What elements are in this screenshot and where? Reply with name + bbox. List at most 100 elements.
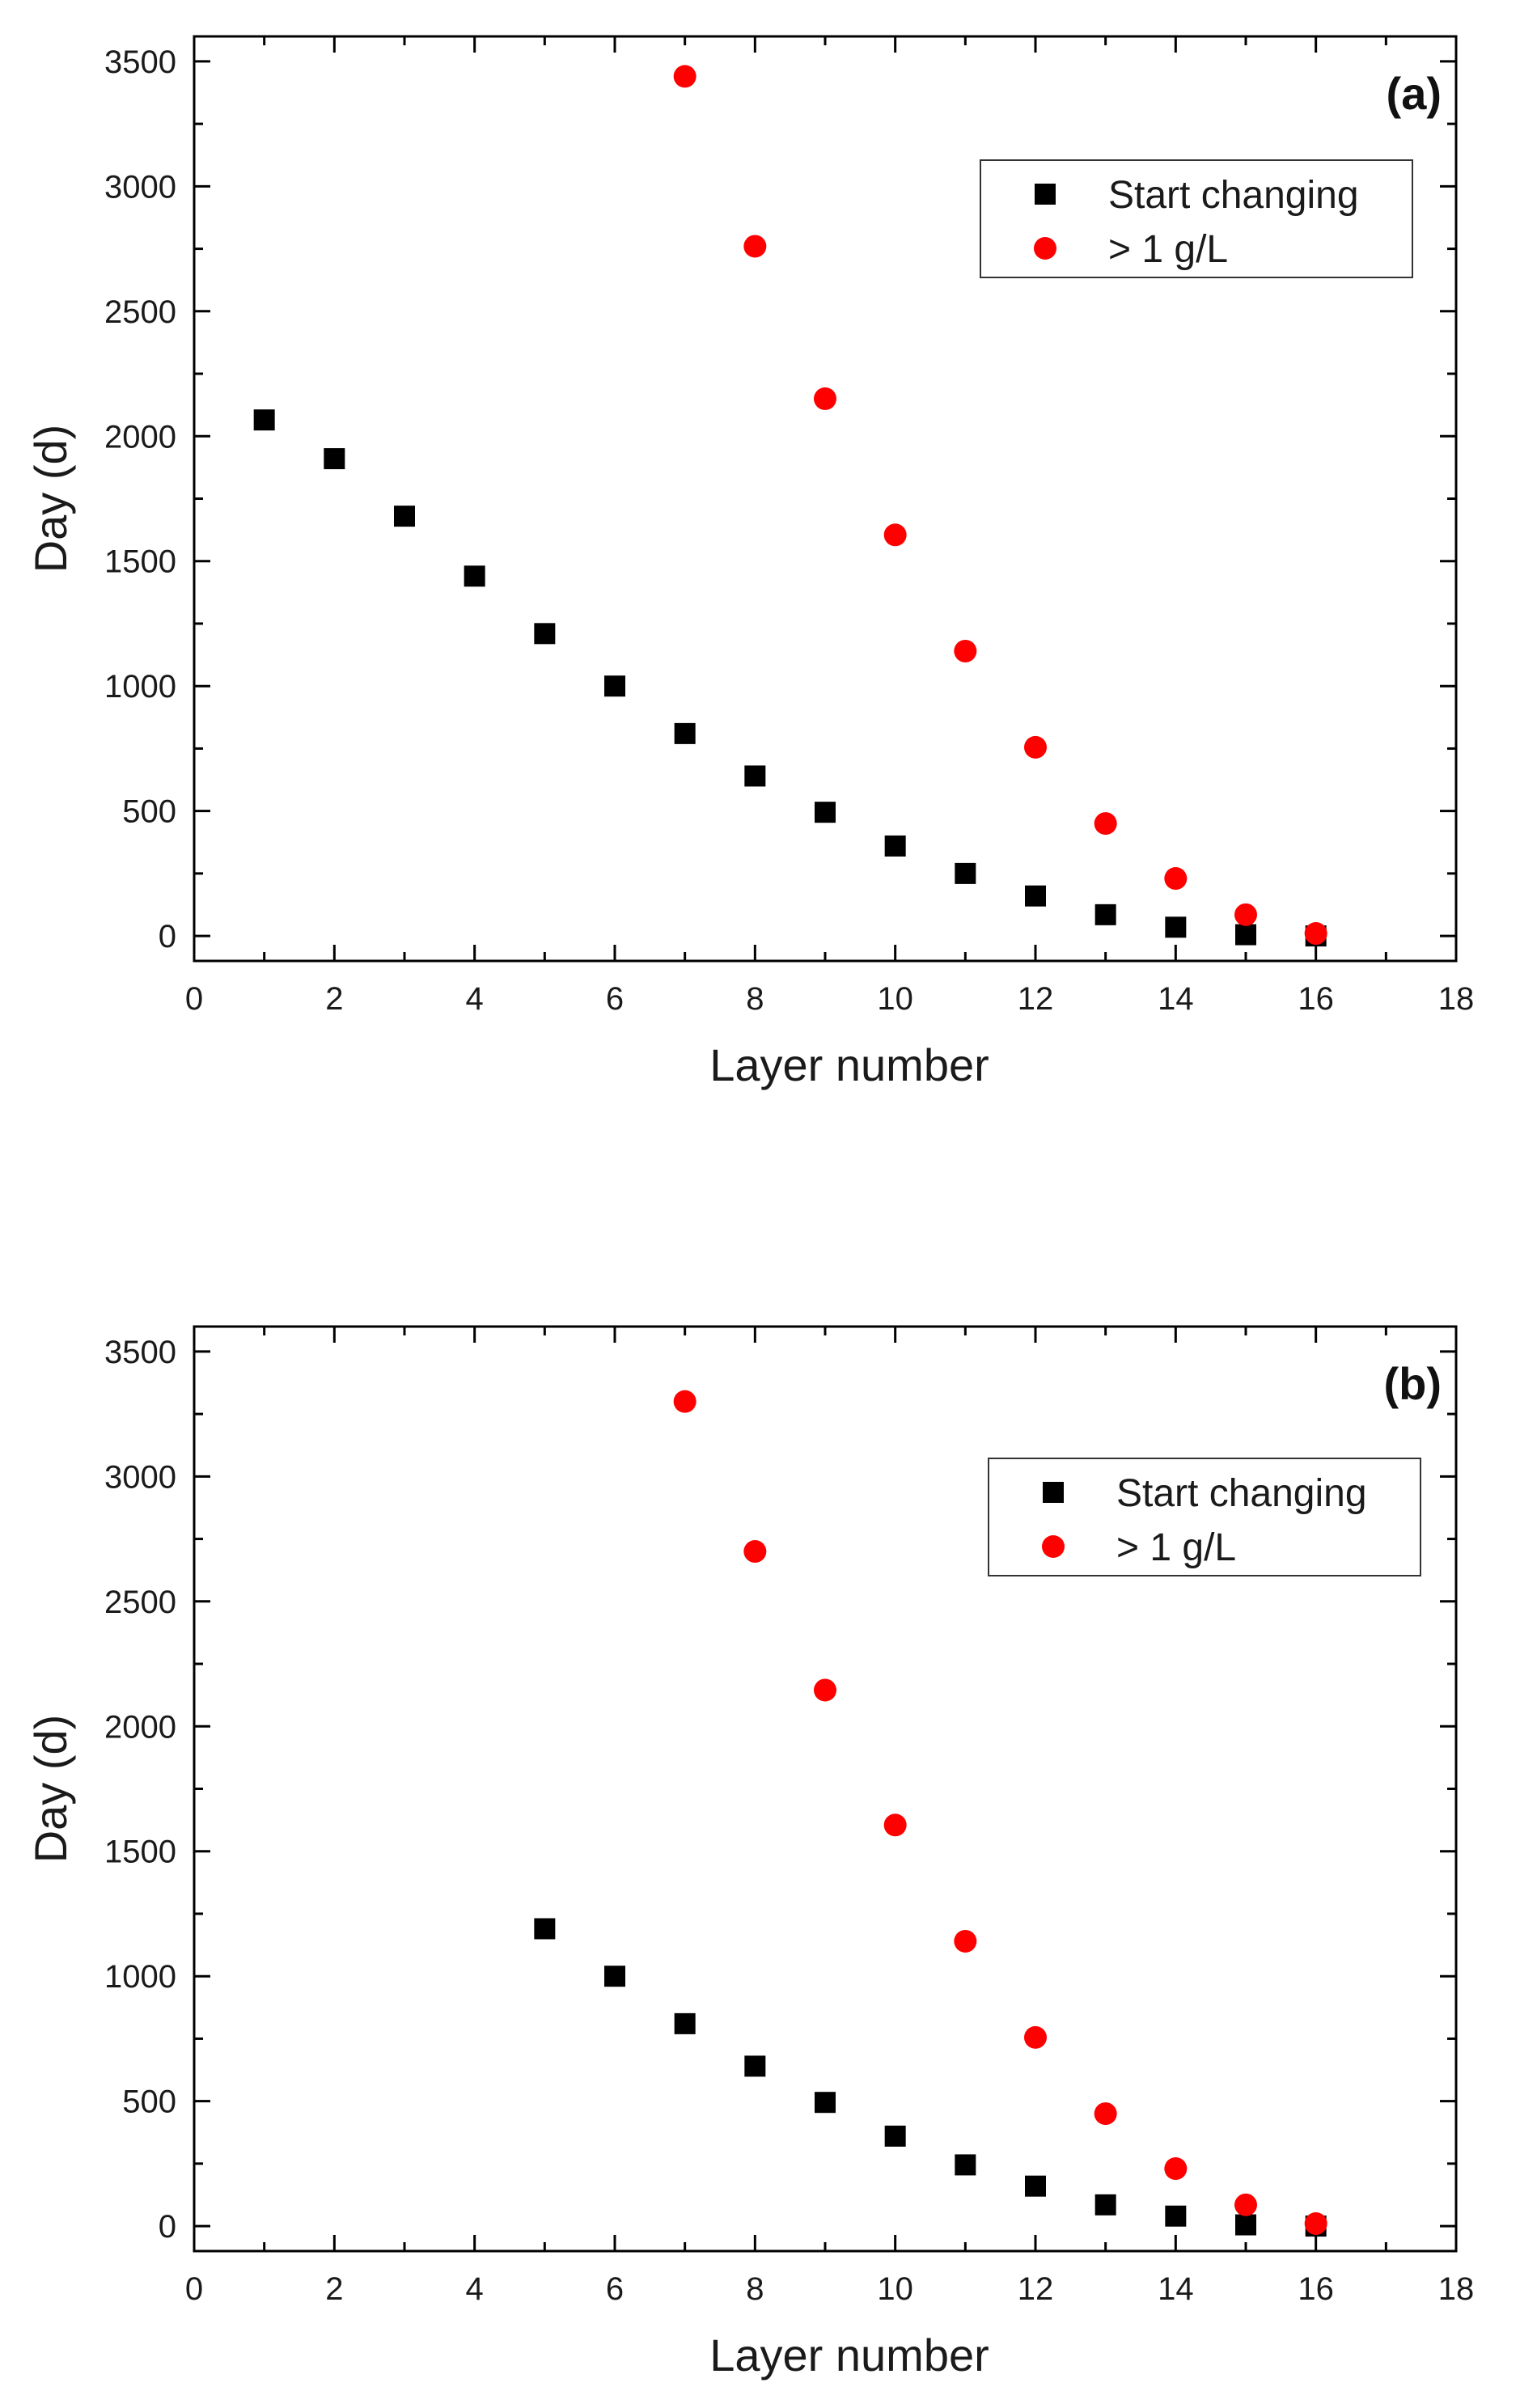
chart-panel-a: 0 2 4 6 8 10 12 14 16 18 0 500 1000 1500 2000 2500 3000 3… [25,35,1475,1090]
data-point-circle [1234,903,1257,926]
data-point-square [253,409,275,431]
x-tick-label: 6 [606,2271,624,2307]
y-tick-label: 2000 [104,419,176,455]
legend-box [988,1458,1421,1576]
data-point-circle [883,1813,907,1837]
legend-box [980,159,1413,278]
data-point-square [534,623,556,645]
x-tick-label: 4 [466,2271,484,2307]
x-tick-label: 14 [1158,2271,1194,2307]
legend-marker-square [1043,1482,1064,1503]
data-point-square [464,565,485,587]
legend-label: > 1 g/L [1108,228,1228,271]
legend-label: Start changing [1116,1472,1367,1515]
legend-marker-square [1035,184,1056,205]
x-axis-title: Layer number [709,1039,989,1090]
data-point-square [1235,2214,1256,2236]
data-point-circle [743,1540,767,1564]
data-point-square [1235,924,1256,946]
panel-label: (b) [1383,1358,1442,1409]
x-tick-label: 16 [1298,981,1334,1017]
x-tick-label: 16 [1298,2271,1334,2307]
y-tick-label: 2500 [104,1585,176,1620]
panel-label: (a) [1387,68,1442,119]
data-point-square [1094,904,1116,925]
x-tick-label: 4 [466,981,484,1017]
data-point-square [1025,885,1046,907]
data-point-square [955,862,976,884]
data-point-square [674,722,696,744]
data-point-square [955,2154,976,2176]
x-tick-label: 14 [1158,981,1194,1017]
x-tick-label: 18 [1438,981,1475,1017]
data-point-square [604,1966,625,1987]
data-point-circle [1164,867,1188,891]
data-point-circle [883,523,907,547]
data-point-circle [1094,812,1117,836]
y-tick-label: 0 [159,2209,176,2245]
data-point-square [744,2055,766,2077]
data-point-circle [954,1929,977,1953]
data-point-square [884,835,906,857]
data-point-circle [673,1390,696,1413]
x-tick-label: 8 [746,2271,764,2307]
data-point-square [744,765,766,787]
x-tick-label: 6 [606,981,624,1017]
legend-label: Start changing [1108,174,1359,217]
data-point-circle [1024,2025,1047,2049]
x-axis-title: Layer number [709,2330,989,2380]
data-point-circle [1094,2102,1117,2126]
y-tick-label: 3000 [104,169,176,205]
data-point-circle [814,387,836,410]
data-point-circle [1234,2193,1257,2216]
x-tick-label: 2 [325,981,343,1017]
data-point-circle [1304,922,1327,946]
y-tick-label: 1000 [104,669,176,705]
data-point-square [1025,2175,1046,2197]
x-tick-label: 2 [325,2271,343,2307]
x-tick-label: 10 [877,2271,913,2307]
legend-marker-circle [1034,237,1056,260]
y-tick-label: 3000 [104,1459,176,1495]
data-point-square [534,1918,556,1940]
y-tick-label: 500 [122,794,176,830]
data-point-circle [1164,2157,1188,2181]
y-tick-label: 1500 [104,1835,176,1870]
data-point-circle [1304,2212,1327,2236]
data-point-square [394,506,415,527]
data-point-square [674,2012,696,2034]
legend-label: > 1 g/L [1116,1526,1236,1569]
x-tick-label: 12 [1018,2271,1054,2307]
data-point-circle [1024,735,1047,759]
y-tick-label: 3500 [104,1335,176,1370]
legend-marker-circle [1042,1535,1065,1558]
data-point-square [815,2092,836,2114]
data-point-square [815,802,836,823]
y-tick-label: 0 [159,919,176,954]
data-point-square [1165,916,1187,938]
x-tick-label: 10 [877,981,913,1017]
x-tick-label: 12 [1018,981,1054,1017]
y-tick-label: 500 [122,2084,176,2120]
y-axis-title: Day (d) [25,1715,76,1864]
y-tick-label: 2500 [104,294,176,330]
data-point-square [324,448,345,470]
data-point-circle [673,65,696,88]
data-point-square [884,2125,906,2147]
data-point-square [1165,2205,1187,2227]
data-point-circle [954,639,977,662]
y-tick-label: 1000 [104,1959,176,1995]
y-tick-label: 2000 [104,1709,176,1745]
x-tick-label: 0 [185,2271,203,2307]
x-tick-label: 8 [746,981,764,1017]
data-point-circle [814,1678,836,1702]
y-tick-label: 3500 [104,44,176,80]
x-tick-label: 18 [1438,2271,1475,2307]
chart-panel-b: 0 2 4 6 8 10 12 14 16 18 0 500 1000 1500 2000 2500 3000 3… [25,1325,1475,2380]
y-axis-title: Day (d) [25,425,76,573]
x-tick-label: 0 [185,981,203,1017]
data-point-square [1094,2194,1116,2215]
data-point-square [604,675,625,697]
y-tick-label: 1500 [104,544,176,580]
